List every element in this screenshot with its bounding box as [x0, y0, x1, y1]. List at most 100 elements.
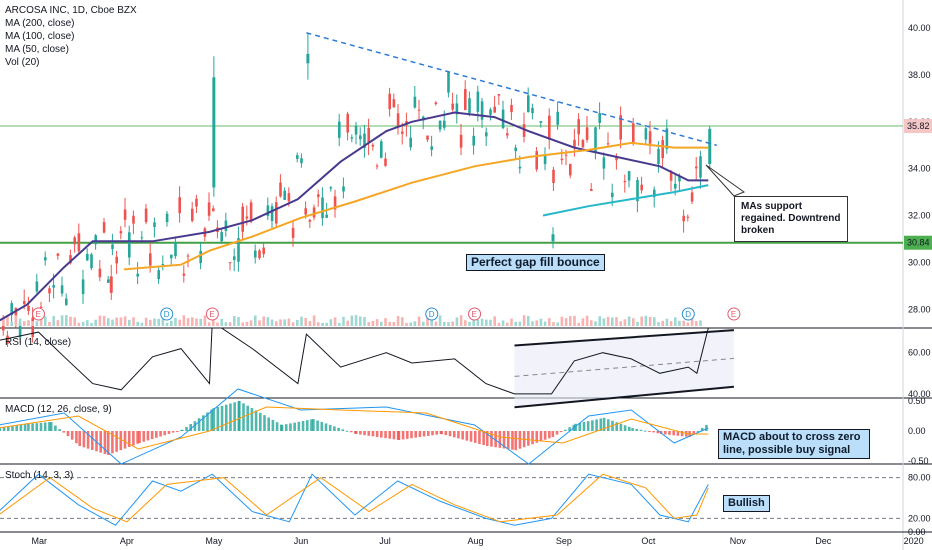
candle-body: [540, 121, 543, 123]
candle-body: [103, 222, 106, 232]
gap-fill-annotation: Perfect gap fill bounce: [466, 254, 605, 271]
candle-body: [36, 281, 39, 291]
candle-body: [464, 89, 467, 110]
volume-bar: [422, 322, 425, 326]
volume-bar: [57, 320, 60, 326]
stoch-line: [0, 474, 708, 525]
candle-body: [57, 253, 60, 255]
volume-bar: [527, 316, 530, 326]
macd-histogram-bar: [414, 431, 417, 438]
volume-bar: [267, 317, 270, 326]
macd-histogram-bar: [155, 431, 158, 438]
volume-bar: [199, 319, 202, 326]
macd-histogram-bar: [453, 431, 456, 437]
candle-body: [628, 171, 631, 180]
macd-histogram-bar: [552, 431, 555, 437]
volume-bar: [649, 317, 652, 326]
volume-bar: [603, 318, 606, 326]
volume-bar: [178, 320, 181, 326]
volume-bar: [447, 322, 450, 326]
macd-histogram-bar: [168, 431, 171, 434]
volume-bar: [464, 320, 467, 326]
volume-bar: [615, 317, 618, 326]
volume-bar: [481, 319, 484, 326]
candle-body: [132, 216, 135, 224]
candle-body: [489, 109, 492, 114]
volume-bar: [107, 318, 110, 326]
candle-body: [544, 155, 547, 164]
macd-histogram-bar: [445, 431, 448, 435]
candle-body: [510, 105, 513, 112]
event-marker-label: E: [209, 310, 214, 319]
candle-body: [351, 137, 354, 138]
macd-histogram-bar: [457, 431, 460, 438]
x-tick-label: Dec: [815, 536, 832, 546]
volume-bar: [86, 320, 89, 326]
macd-histogram-bar: [325, 423, 328, 431]
candle-body: [78, 233, 81, 251]
volume-bar: [619, 321, 622, 326]
macd-histogram-bar: [142, 431, 145, 442]
volume-bar: [191, 317, 194, 326]
macd-histogram-bar: [440, 431, 443, 434]
volume-bar: [556, 322, 559, 326]
volume-bar: [624, 319, 627, 326]
volume-bar: [279, 319, 282, 326]
macd-histogram-bar: [461, 431, 464, 440]
volume-bar: [552, 322, 555, 326]
volume-bar: [292, 322, 295, 326]
macd-histogram-bar: [640, 430, 643, 431]
rsi-title: RSI (14, close): [5, 336, 71, 349]
macd-histogram-bar: [225, 405, 228, 431]
macd-histogram-bar: [229, 403, 232, 431]
candle-body: [460, 135, 463, 148]
legend-ma100: MA (100, close): [5, 30, 137, 43]
candle-body: [346, 114, 349, 133]
volume-bar: [313, 315, 316, 326]
candle-body: [111, 244, 114, 249]
macd-histogram-bar: [511, 431, 514, 450]
macd-histogram-bar: [20, 425, 23, 431]
volume-bar: [225, 322, 228, 326]
volume-bar: [405, 323, 408, 326]
candle-body: [153, 222, 156, 227]
x-tick-label: 2020: [904, 536, 924, 546]
candle-body: [573, 140, 576, 147]
macd-histogram-bar: [298, 422, 301, 431]
stoch-annotation: Bullish: [723, 495, 770, 512]
macd-histogram-bar: [628, 427, 631, 431]
candle-body: [498, 94, 501, 95]
stoch-title: Stoch (14, 3, 3): [5, 469, 73, 482]
macd-histogram-bar: [367, 431, 370, 436]
macd-histogram-bar: [423, 431, 426, 436]
macd-histogram-bar: [648, 431, 651, 432]
volume-bar: [359, 316, 362, 326]
macd-histogram-bar: [54, 426, 57, 431]
candle-body: [44, 257, 47, 260]
macd-histogram-bar: [40, 423, 43, 431]
candle-body: [590, 189, 593, 191]
macd-histogram-bar: [652, 431, 655, 432]
candle-body: [561, 159, 564, 160]
legend-vol: Vol (20): [5, 56, 137, 69]
candle-body: [115, 257, 118, 264]
candle-body: [447, 72, 450, 93]
macd-histogram-bar: [24, 424, 27, 431]
volume-bar: [271, 320, 274, 326]
macd-histogram-bar: [668, 431, 671, 435]
volume-bar: [401, 317, 404, 326]
candle-body: [435, 103, 438, 105]
candle-body: [338, 122, 341, 138]
macd-histogram-bar: [132, 431, 135, 445]
volume-bar: [687, 323, 690, 326]
volume-bar: [561, 317, 564, 326]
macd-histogram-bar: [306, 420, 309, 431]
macd-histogram-bar: [427, 431, 430, 436]
macd-histogram-bar: [431, 431, 434, 435]
event-marker-label: D: [429, 310, 435, 319]
volume-bar: [573, 316, 576, 326]
volume-bar: [136, 322, 139, 326]
volume-bar: [640, 317, 643, 326]
macd-title: MACD (12, 26, close, 9): [5, 403, 112, 416]
macd-histogram-bar: [384, 431, 387, 438]
